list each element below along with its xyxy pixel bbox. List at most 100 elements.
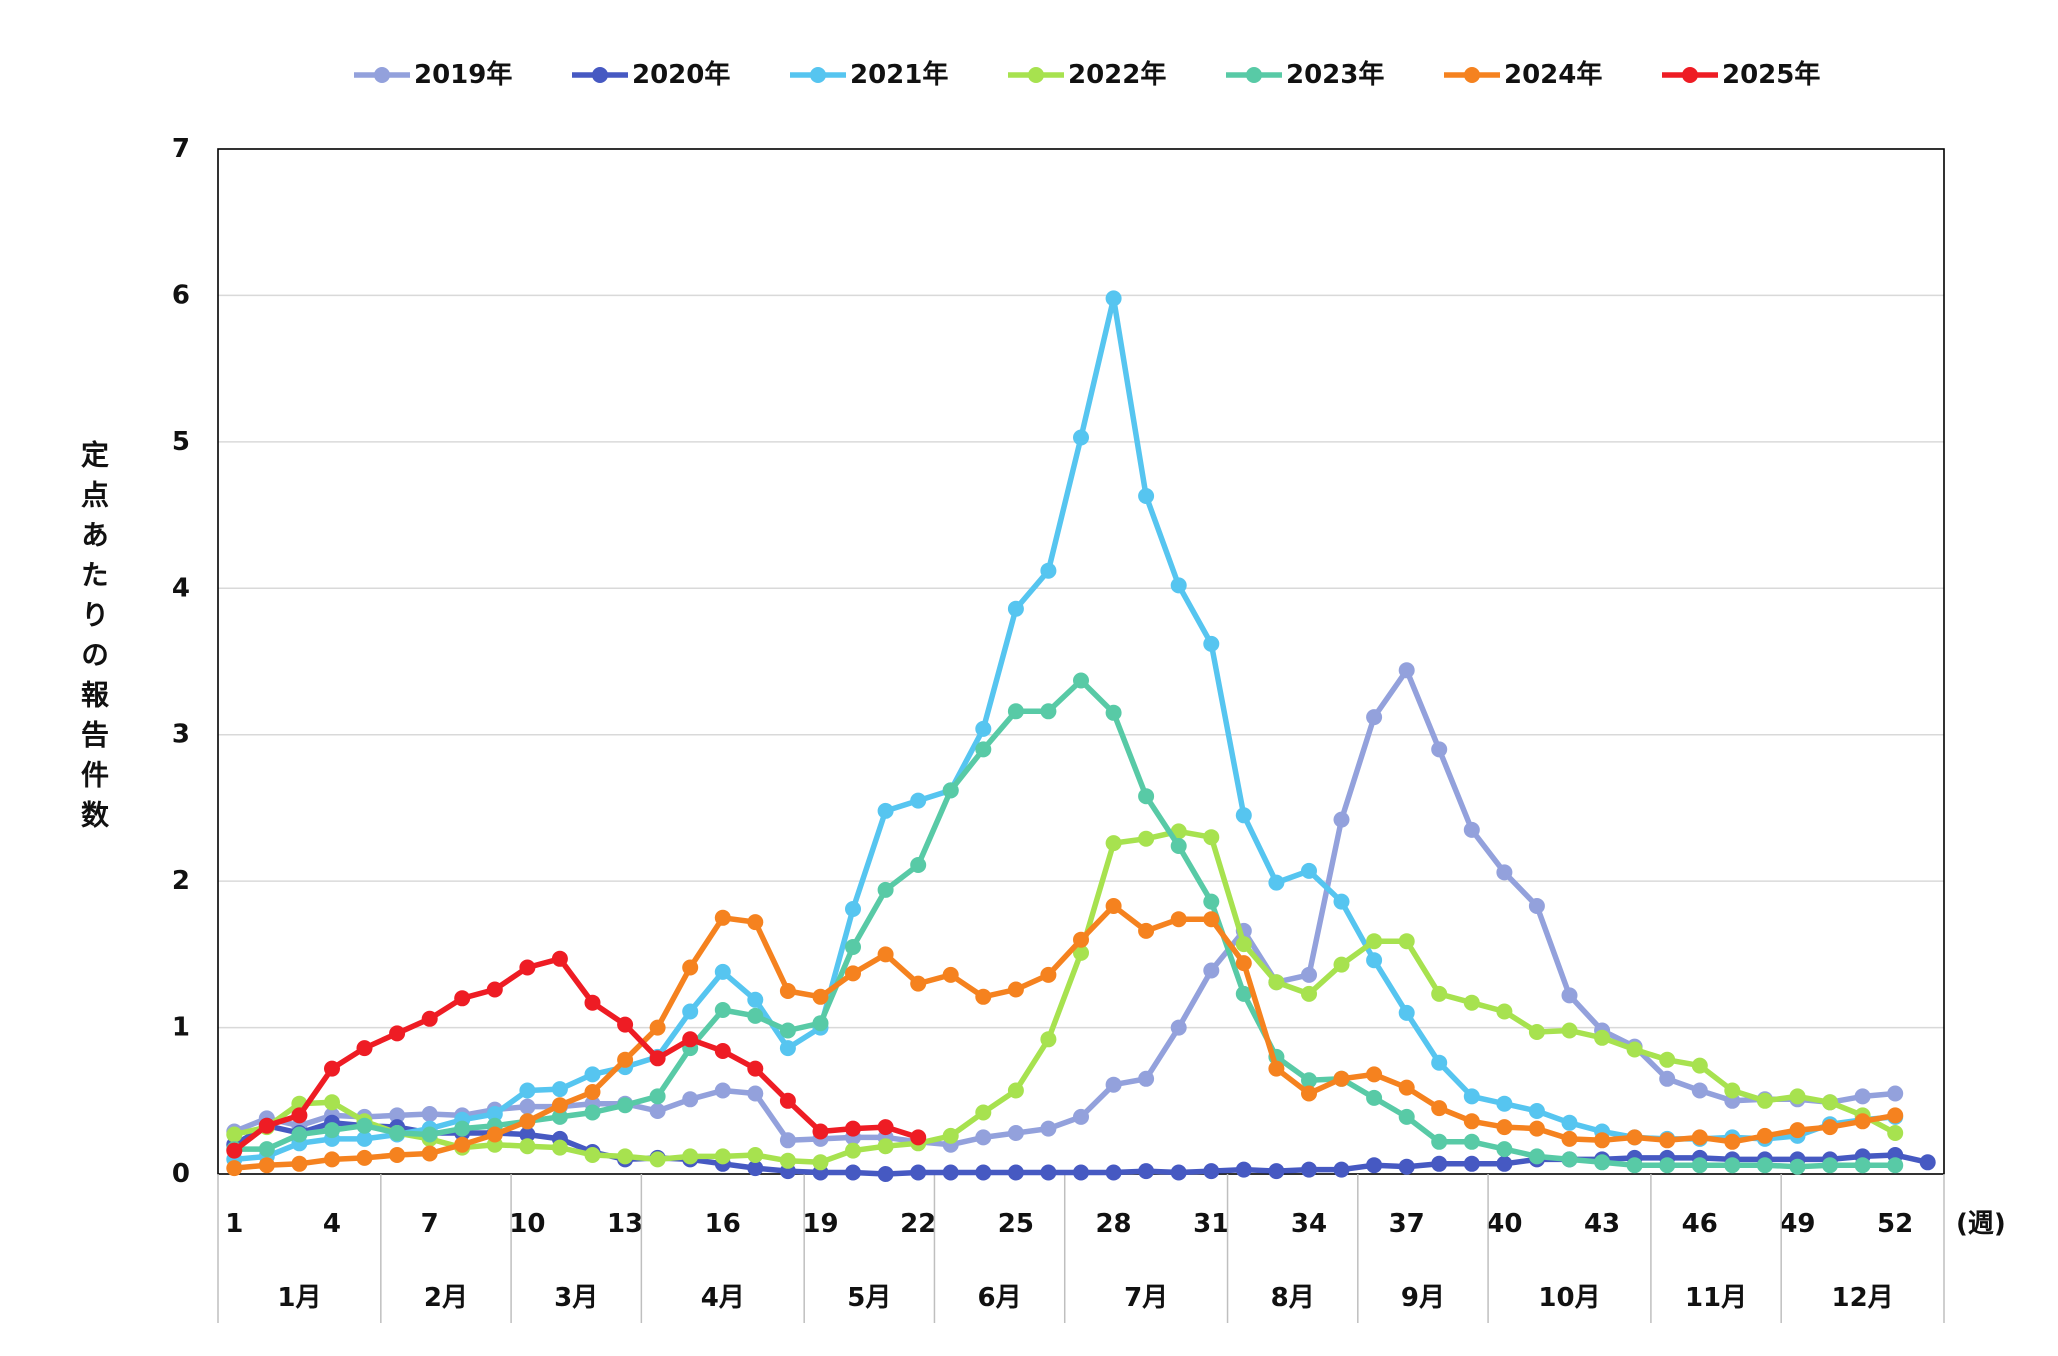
data-point bbox=[845, 1142, 861, 1159]
legend-swatch-marker bbox=[810, 67, 826, 83]
data-point bbox=[551, 1081, 568, 1098]
data-point bbox=[421, 1145, 438, 1162]
data-point bbox=[519, 1138, 536, 1155]
data-point bbox=[1235, 1161, 1252, 1178]
data-point bbox=[877, 946, 894, 963]
data-point bbox=[714, 1148, 731, 1165]
data-point bbox=[356, 1040, 373, 1057]
data-point bbox=[1724, 1157, 1741, 1174]
legend-item: 2023年 bbox=[1226, 59, 1384, 90]
data-point bbox=[714, 1082, 731, 1099]
month-label: 5月 bbox=[847, 1283, 891, 1313]
data-point bbox=[1756, 1092, 1773, 1109]
data-point bbox=[714, 963, 731, 980]
data-point bbox=[1463, 1088, 1480, 1105]
data-point bbox=[1170, 838, 1187, 854]
y-tick-label: 6 bbox=[172, 280, 190, 310]
data-point bbox=[942, 1127, 959, 1144]
data-point bbox=[1366, 1157, 1383, 1174]
plot-series bbox=[226, 290, 1936, 1182]
data-point bbox=[1561, 1130, 1578, 1147]
data-point bbox=[1496, 864, 1513, 881]
data-point bbox=[682, 959, 699, 976]
y-tick-label: 1 bbox=[172, 1013, 190, 1043]
data-point bbox=[1235, 955, 1252, 972]
data-point bbox=[1561, 1114, 1578, 1131]
data-point bbox=[747, 1060, 764, 1077]
data-point bbox=[617, 1051, 634, 1068]
data-point bbox=[1561, 1151, 1578, 1168]
data-point bbox=[1854, 1088, 1871, 1105]
data-point bbox=[1528, 898, 1545, 914]
data-point bbox=[714, 1002, 731, 1018]
data-point bbox=[1138, 1070, 1155, 1087]
data-point bbox=[1301, 1072, 1317, 1089]
data-point bbox=[1170, 577, 1187, 594]
data-point bbox=[1040, 966, 1057, 983]
legend-swatch-marker bbox=[1246, 67, 1262, 83]
data-point bbox=[910, 857, 927, 873]
data-point bbox=[1659, 1070, 1676, 1087]
data-point bbox=[1756, 1127, 1773, 1144]
data-point bbox=[649, 1088, 666, 1105]
data-point bbox=[682, 1003, 699, 1020]
data-point bbox=[845, 901, 861, 917]
legend-swatch-marker bbox=[592, 67, 608, 83]
x-tick-label: 19 bbox=[802, 1209, 838, 1239]
data-point bbox=[1333, 1161, 1350, 1178]
legend-label: 2024年 bbox=[1504, 59, 1602, 90]
data-point bbox=[845, 1120, 861, 1137]
data-point bbox=[1496, 1155, 1513, 1172]
data-point bbox=[942, 1164, 959, 1181]
series-line bbox=[231, 667, 1898, 1148]
data-point bbox=[1724, 1133, 1741, 1150]
data-point bbox=[1007, 1125, 1024, 1141]
legend-item: 2021年 bbox=[790, 59, 948, 90]
data-point bbox=[1105, 835, 1122, 852]
data-point bbox=[910, 975, 927, 992]
legend: 2019年 2020年 2021年 2022年 2023年 2024年 2025年 bbox=[354, 59, 1820, 90]
data-point bbox=[1366, 709, 1383, 726]
data-point bbox=[1431, 741, 1448, 758]
data-point bbox=[1528, 1148, 1545, 1165]
series-line bbox=[231, 295, 1898, 1163]
data-point bbox=[1333, 956, 1350, 973]
legend-label: 2025年 bbox=[1722, 59, 1820, 90]
legend-swatch-marker bbox=[1028, 67, 1044, 83]
data-point bbox=[389, 1107, 406, 1124]
legend-swatch-marker bbox=[374, 67, 390, 83]
data-point bbox=[682, 1091, 699, 1108]
legend-item: 2019年 bbox=[354, 59, 512, 90]
data-point bbox=[1463, 821, 1480, 838]
data-point bbox=[812, 1015, 829, 1032]
legend-label: 2019年 bbox=[414, 59, 512, 90]
data-point bbox=[910, 792, 927, 809]
legend-label: 2020年 bbox=[632, 59, 730, 90]
data-point bbox=[877, 1119, 894, 1136]
x-tick-label: 52 bbox=[1877, 1209, 1913, 1239]
x-tick-label: 13 bbox=[607, 1209, 643, 1239]
data-point bbox=[1528, 1103, 1545, 1119]
legend-item: 2022年 bbox=[1008, 59, 1166, 90]
data-point bbox=[1203, 911, 1220, 928]
data-point bbox=[291, 1126, 308, 1143]
data-point bbox=[910, 1164, 927, 1181]
data-point bbox=[454, 1136, 471, 1153]
data-point bbox=[812, 988, 829, 1005]
data-point bbox=[356, 1117, 373, 1134]
month-label: 8月 bbox=[1271, 1283, 1315, 1313]
data-point bbox=[617, 1016, 634, 1033]
data-point bbox=[324, 1122, 340, 1139]
legend-item: 2025年 bbox=[1662, 59, 1820, 90]
data-point bbox=[226, 1126, 243, 1143]
month-label: 4月 bbox=[701, 1283, 745, 1313]
data-point bbox=[1040, 1164, 1057, 1181]
data-point bbox=[519, 1082, 536, 1099]
data-point bbox=[1398, 1158, 1415, 1175]
data-point bbox=[1040, 703, 1057, 720]
data-point bbox=[1528, 1120, 1545, 1137]
legend-item: 2024年 bbox=[1444, 59, 1602, 90]
data-point bbox=[1007, 1164, 1024, 1181]
data-point bbox=[421, 1010, 438, 1027]
data-point bbox=[1138, 1163, 1155, 1180]
